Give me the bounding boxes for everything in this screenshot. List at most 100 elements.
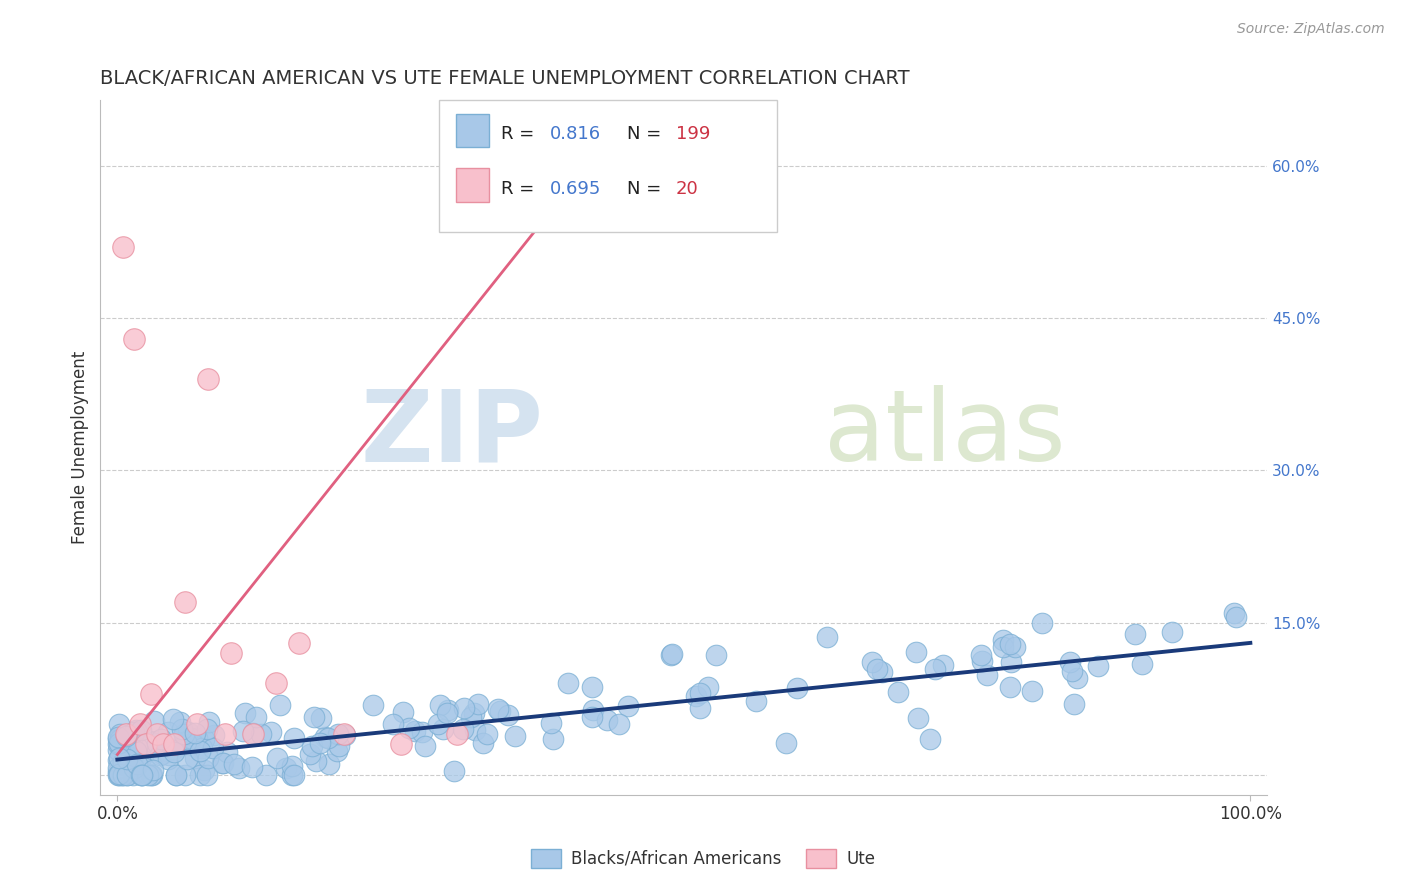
Point	[413, 739, 436, 754]
Point	[108, 766, 131, 780]
Point	[184, 725, 207, 739]
Point	[211, 756, 233, 770]
Point	[214, 727, 236, 741]
Point	[391, 706, 413, 720]
Point	[432, 722, 454, 736]
Point	[107, 751, 129, 765]
Point	[139, 768, 162, 782]
Point	[155, 744, 177, 758]
Text: 20: 20	[676, 180, 699, 198]
Point	[149, 732, 172, 747]
Point	[970, 648, 993, 663]
Point	[453, 723, 475, 737]
Point	[333, 728, 356, 742]
Point	[122, 768, 145, 782]
Point	[142, 763, 165, 777]
Point	[471, 736, 494, 750]
Point	[972, 654, 994, 668]
FancyBboxPatch shape	[457, 114, 489, 147]
Point	[135, 737, 157, 751]
Point	[429, 698, 451, 713]
Point	[486, 702, 509, 716]
Point	[976, 668, 998, 682]
Point	[870, 665, 893, 680]
Point	[131, 768, 153, 782]
Point	[318, 756, 340, 771]
Point	[165, 768, 187, 782]
Point	[125, 739, 148, 754]
Point	[488, 704, 510, 718]
Point	[918, 731, 941, 746]
Point	[301, 739, 323, 753]
Point	[924, 662, 946, 676]
Point	[219, 646, 242, 660]
Point	[122, 744, 145, 758]
Text: 0.695: 0.695	[550, 180, 600, 198]
Point	[197, 372, 219, 386]
Point	[398, 721, 420, 735]
Point	[249, 726, 271, 740]
Point	[202, 728, 225, 742]
Point	[193, 763, 215, 777]
Point	[174, 595, 197, 609]
Point	[107, 731, 129, 746]
Point	[165, 768, 187, 782]
Point	[115, 752, 138, 766]
Point	[541, 731, 564, 746]
Point	[191, 740, 214, 755]
Point	[328, 739, 350, 754]
Point	[125, 756, 148, 771]
Point	[107, 717, 129, 731]
Point	[177, 724, 200, 739]
Text: atlas: atlas	[824, 385, 1066, 483]
Text: R =: R =	[501, 125, 540, 143]
Point	[446, 727, 468, 741]
Point	[141, 687, 163, 701]
Point	[108, 727, 131, 741]
Point	[163, 745, 186, 759]
Point	[110, 767, 132, 781]
Point	[998, 680, 1021, 694]
Text: 0.816: 0.816	[550, 125, 600, 143]
Point	[503, 729, 526, 743]
Point	[993, 633, 1015, 648]
Point	[141, 768, 163, 782]
Point	[617, 698, 640, 713]
Point	[1021, 683, 1043, 698]
Point	[146, 727, 169, 741]
Point	[108, 737, 131, 751]
Point	[540, 715, 562, 730]
Point	[112, 768, 135, 782]
Point	[427, 717, 450, 731]
Point	[305, 754, 328, 768]
Point	[1225, 610, 1247, 624]
Point	[115, 768, 138, 782]
Point	[141, 735, 163, 749]
Point	[115, 727, 138, 741]
Point	[283, 731, 305, 746]
Point	[443, 764, 465, 779]
Point	[195, 768, 218, 782]
Point	[124, 332, 146, 346]
Point	[184, 751, 207, 765]
Point	[404, 724, 426, 739]
Point	[993, 640, 1015, 655]
Point	[163, 741, 186, 756]
Point	[283, 767, 305, 781]
Point	[156, 725, 179, 739]
Point	[111, 755, 134, 769]
Point	[108, 736, 131, 750]
Point	[1063, 698, 1085, 712]
Point	[886, 685, 908, 699]
Point	[176, 751, 198, 765]
Point	[581, 710, 603, 724]
Point	[107, 738, 129, 752]
Point	[661, 647, 683, 661]
Point	[129, 717, 152, 731]
Point	[108, 738, 131, 752]
Point	[382, 716, 405, 731]
Point	[815, 630, 838, 644]
Point	[163, 737, 186, 751]
Point	[411, 725, 433, 739]
Point	[860, 656, 883, 670]
